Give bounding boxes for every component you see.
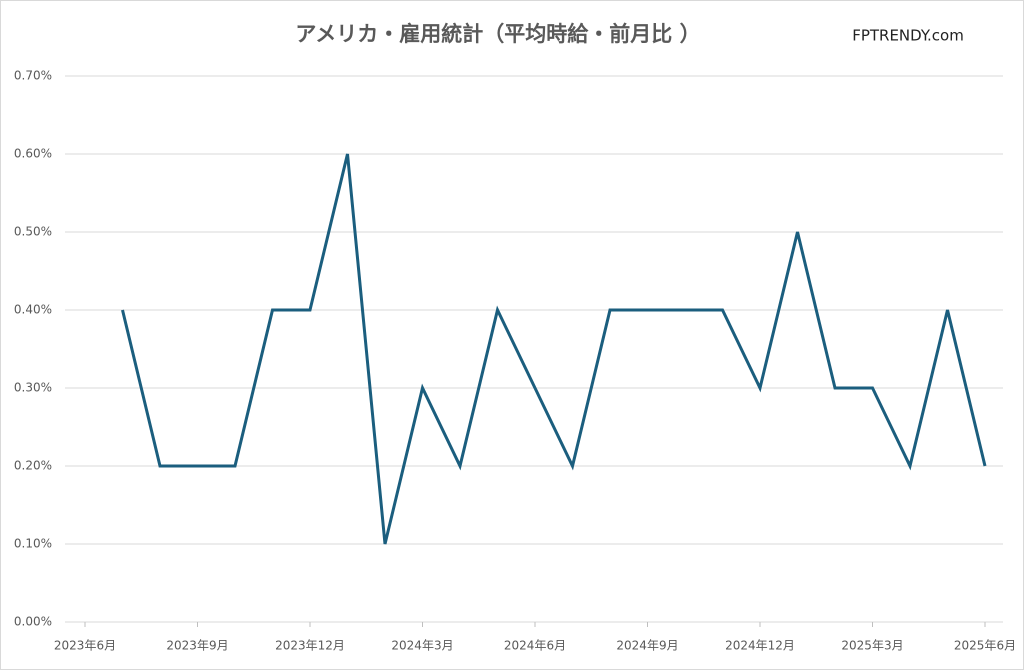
x-tick-label: 2023年9月: [166, 639, 228, 653]
data-line: [121, 153, 987, 545]
y-tick-label: 0.70%: [14, 69, 52, 83]
x-tick-label: 2024年9月: [616, 639, 678, 653]
x-tick-label: 2025年3月: [841, 639, 903, 653]
y-tick-label: 0.00%: [14, 615, 52, 629]
x-tick-label: 2024年6月: [504, 639, 566, 653]
y-tick-label: 0.60%: [14, 147, 52, 161]
annotation: FPTRENDY.com: [852, 27, 964, 45]
x-tick-label: 2024年12月: [725, 639, 795, 653]
x-tick-label: 2023年12月: [275, 639, 345, 653]
x-tick-label: 2025年6月: [954, 639, 1016, 653]
y-tick-label: 0.40%: [14, 303, 52, 317]
y-tick-label: 0.20%: [14, 459, 52, 473]
y-tick-label: 0.10%: [14, 537, 52, 551]
x-tick-label: 2023年6月: [54, 639, 116, 653]
x-tick-label: 2024年3月: [391, 639, 453, 653]
chart-title: アメリカ・雇用統計（平均時給・前月比 ）: [295, 22, 700, 46]
y-tick-label: 0.50%: [14, 225, 52, 239]
y-tick-label: 0.30%: [14, 381, 52, 395]
